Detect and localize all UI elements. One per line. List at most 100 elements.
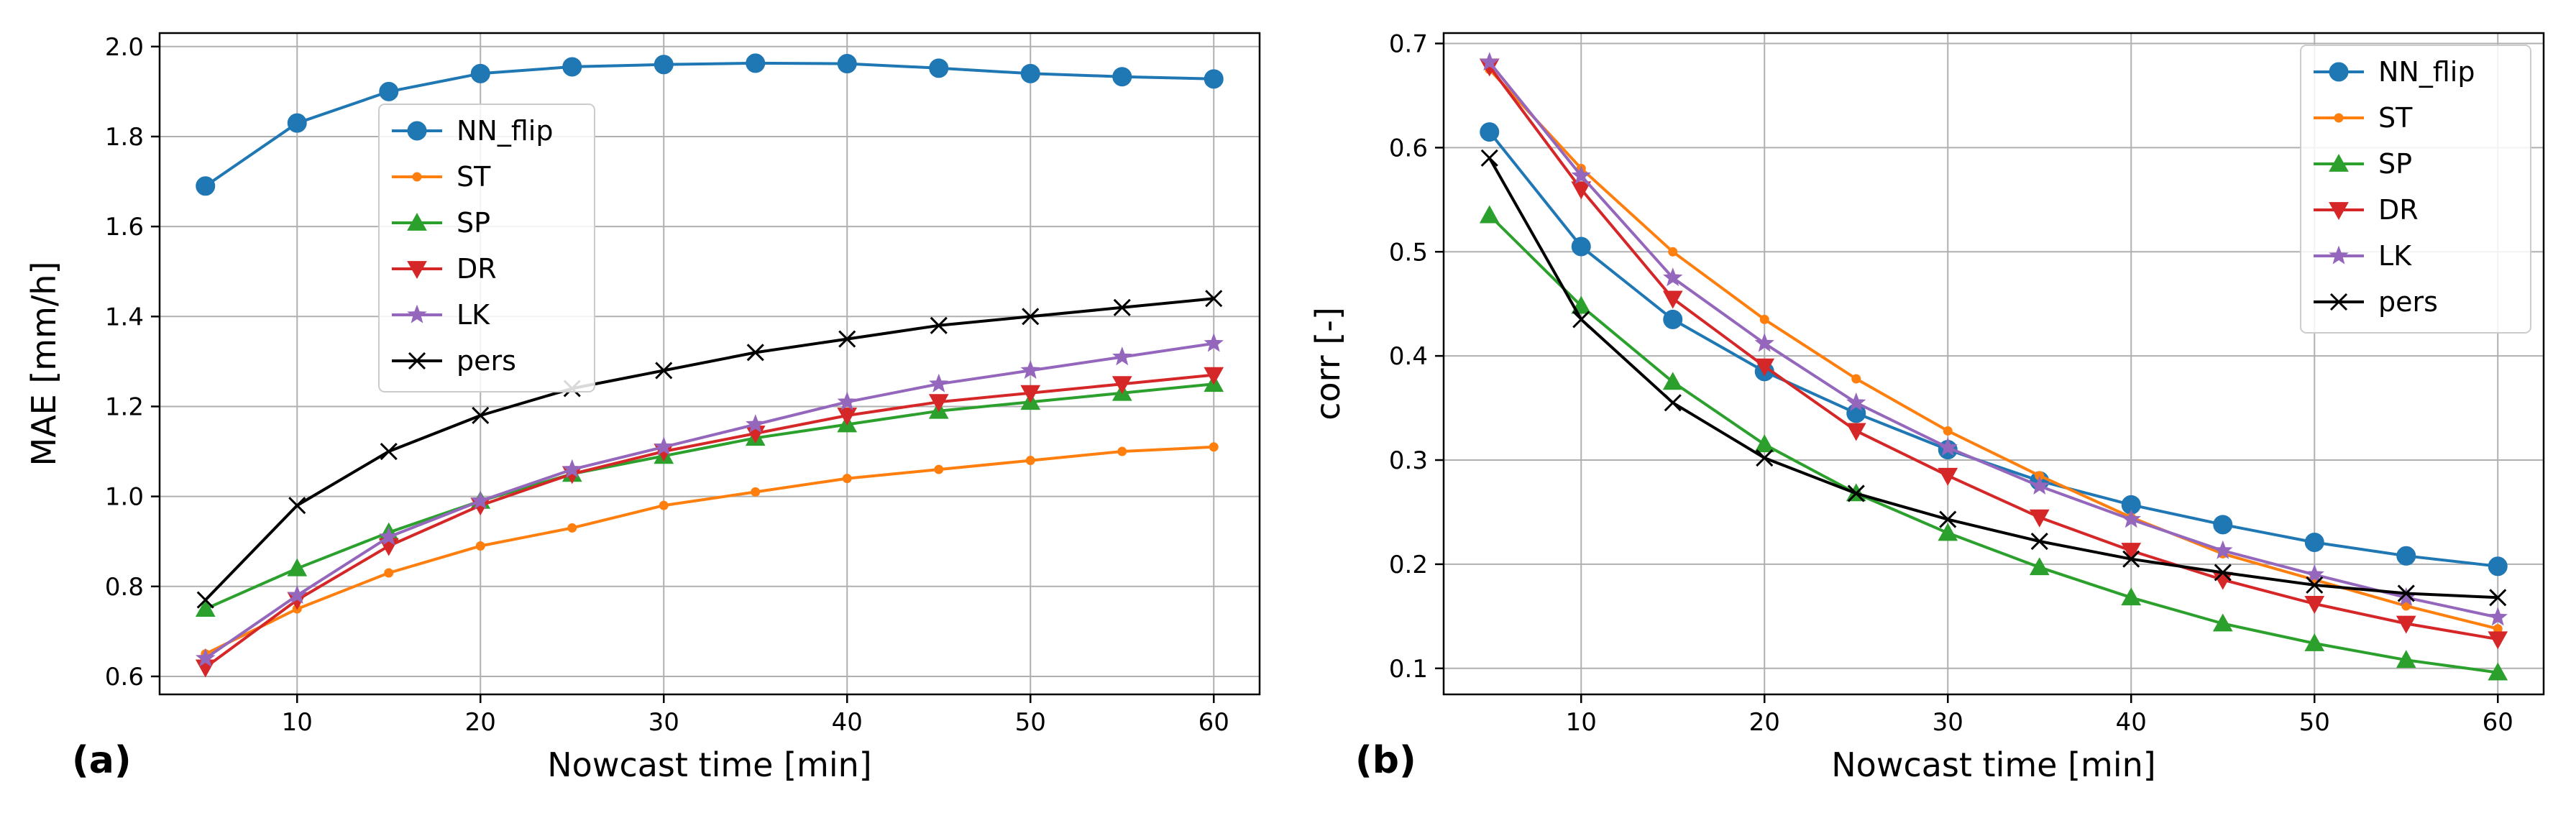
x-tick-label: 30 <box>648 708 679 737</box>
data-point <box>1664 394 1682 412</box>
data-point <box>654 55 674 75</box>
legend-marker <box>2329 202 2349 221</box>
y-tick-label: 0.8 <box>105 573 144 602</box>
data-point <box>1572 311 1590 329</box>
series-st <box>201 442 1219 659</box>
data-point <box>1754 333 1774 352</box>
data-point <box>1846 423 1866 441</box>
data-point <box>746 53 766 73</box>
data-point <box>1022 308 1040 326</box>
legend-marker <box>407 212 427 231</box>
series-line <box>204 382 1214 610</box>
data-point <box>2029 509 2050 528</box>
data-point <box>2304 596 2325 614</box>
data-point <box>472 406 490 425</box>
series-line <box>1488 68 2498 630</box>
data-point <box>930 316 948 334</box>
x-tick-label: 20 <box>465 708 496 737</box>
legend-marker <box>2329 153 2349 172</box>
series-dr <box>195 367 1224 678</box>
data-point <box>929 58 949 78</box>
data-point <box>470 490 490 510</box>
data-point <box>1756 449 1774 467</box>
y-tick-label: 0.5 <box>1389 238 1428 267</box>
data-point <box>659 500 669 510</box>
data-point <box>751 487 761 497</box>
legend-label: pers <box>457 345 516 377</box>
legend-entry-nn-flip: NN_flip <box>392 115 553 147</box>
data-point <box>746 414 766 433</box>
data-point <box>2306 576 2324 594</box>
x-tick-label: 40 <box>832 708 863 737</box>
series-lk <box>1480 52 2508 626</box>
data-point <box>287 113 307 133</box>
legend-entry-pers: pers <box>392 345 516 377</box>
y-tick-label: 1.6 <box>105 213 144 242</box>
data-point <box>1668 247 1678 257</box>
data-point <box>195 599 216 617</box>
data-point <box>1938 437 1958 456</box>
data-point <box>2030 532 2048 551</box>
data-point <box>842 474 852 484</box>
y-tick-label: 1.4 <box>105 303 144 331</box>
legend-entry-sp: SP <box>2314 148 2412 180</box>
y-tick-label: 1.2 <box>105 392 144 421</box>
data-point <box>2304 532 2324 552</box>
legend-entry-lk: LK <box>2314 240 2412 272</box>
chart-panel-a: 10 20 30 40 50 60 0.6 0.8 1.0 1.2 1.4 1.6 1.8 2.0 Nowc… <box>24 32 1261 784</box>
data-point <box>1754 434 1775 453</box>
y-tick-label: 1.0 <box>105 483 144 512</box>
x-tick-label: 50 <box>2299 708 2330 737</box>
data-point <box>1020 63 1040 83</box>
data-point <box>746 344 764 362</box>
data-point <box>1943 426 1953 436</box>
legend-entry-st: ST <box>2314 102 2413 134</box>
legend-label: LK <box>2378 240 2412 272</box>
data-point <box>196 648 216 667</box>
y-tick-label: 2.0 <box>105 33 144 62</box>
data-point <box>1571 181 1592 200</box>
legend-entry-pers: pers <box>2314 286 2438 318</box>
x-tick-label: 20 <box>1749 708 1780 737</box>
data-point <box>2122 550 2140 568</box>
legend-marker <box>407 121 427 141</box>
data-point <box>2029 557 2050 576</box>
data-point <box>475 541 485 551</box>
data-point <box>2214 564 2232 582</box>
legend-label: SP <box>457 207 490 239</box>
legend-label: NN_flip <box>2378 56 2475 88</box>
data-point <box>2489 589 2507 607</box>
series-line <box>1488 61 2498 619</box>
data-point <box>1111 376 1132 395</box>
legend-label: DR <box>2378 194 2419 226</box>
data-point <box>287 584 307 604</box>
panel-label: (a) <box>72 739 132 782</box>
data-point <box>2304 564 2324 584</box>
data-point <box>1754 358 1775 377</box>
series-sp <box>195 374 1224 617</box>
data-point <box>380 442 398 461</box>
data-point <box>1663 267 1683 287</box>
legend-marker <box>408 352 426 370</box>
data-point <box>196 176 216 196</box>
data-point <box>2396 615 2416 634</box>
data-point <box>1480 149 1498 167</box>
x-axis-label: Nowcast time [min] <box>1831 745 2155 784</box>
data-point <box>2212 613 2233 632</box>
data-point <box>1851 374 1861 384</box>
y-axis-label: corr [-] <box>1308 307 1347 421</box>
x-tick-label: 40 <box>2116 708 2147 737</box>
data-point <box>2121 543 2142 561</box>
data-point <box>1571 165 1591 185</box>
y-tick-label: 0.4 <box>1389 342 1428 371</box>
legend-label: NN_flip <box>457 115 553 147</box>
data-point <box>1205 290 1223 308</box>
y-tick-label: 0.7 <box>1389 29 1428 58</box>
data-point <box>1939 510 1957 528</box>
data-point <box>1662 290 1683 309</box>
legend-label: DR <box>457 253 497 285</box>
data-point <box>2030 475 2050 495</box>
data-point <box>1204 367 1224 385</box>
legend-entry-nn-flip: NN_flip <box>2314 56 2475 88</box>
